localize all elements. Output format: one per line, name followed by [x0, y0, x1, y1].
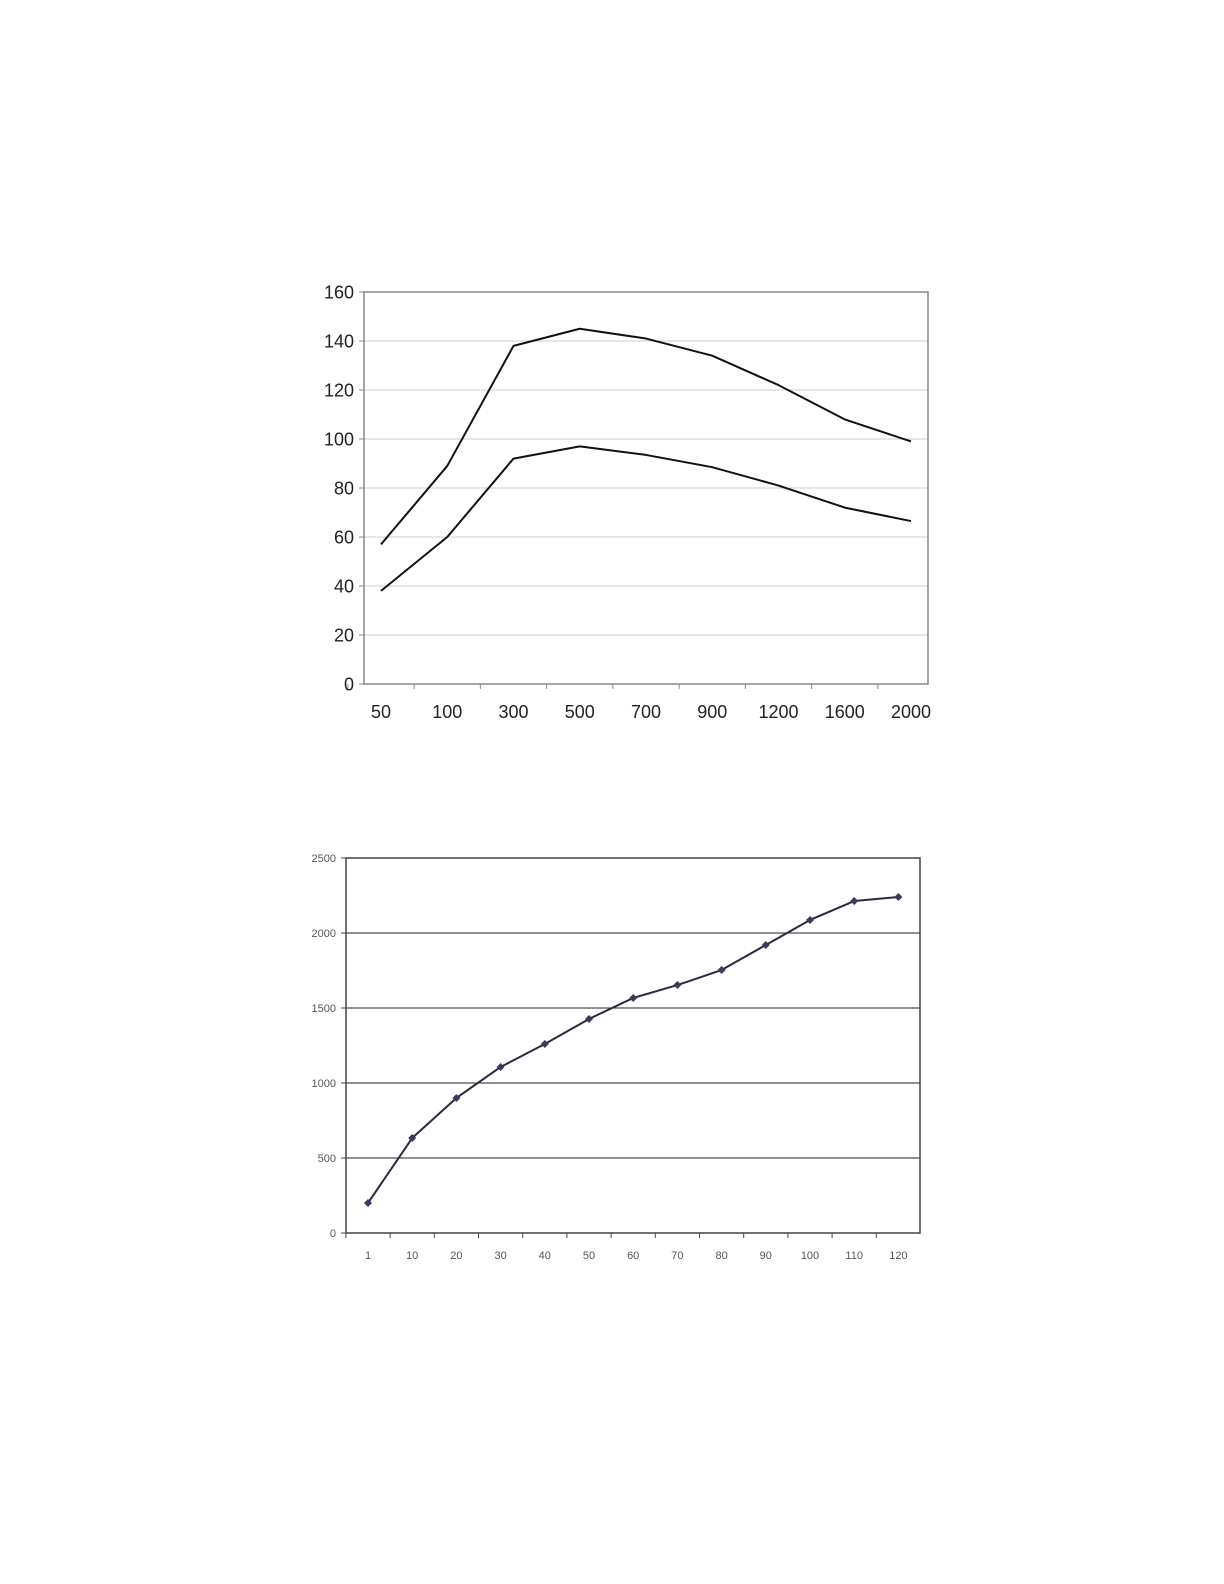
- y-tick-label: 2000: [312, 928, 336, 940]
- series-line-1: [380, 327, 912, 545]
- x-tick-label: 100: [432, 702, 462, 722]
- x-tick-label: 20: [450, 1250, 462, 1262]
- y-tick-label: 160: [324, 282, 354, 302]
- x-tick-label: 30: [494, 1250, 506, 1262]
- data-point: [452, 1094, 461, 1102]
- plot-frame: [363, 291, 929, 685]
- x-tick-label: 300: [498, 702, 528, 722]
- data-point: [496, 1062, 505, 1071]
- x-tick-label: 60: [627, 1250, 639, 1262]
- x-tick-label: 500: [565, 702, 595, 722]
- y-tick-label: 100: [324, 429, 354, 449]
- x-tick-label: 1600: [825, 702, 865, 722]
- y-tick-label: 40: [334, 576, 354, 596]
- data-point: [408, 1134, 417, 1143]
- x-tick-label: 2000: [891, 702, 931, 722]
- data-point: [673, 981, 682, 990]
- y-tick-label: 20: [334, 625, 354, 645]
- x-tick-label: 50: [583, 1250, 595, 1262]
- y-tick-label: 1500: [312, 1003, 336, 1015]
- x-tick-label: 90: [760, 1250, 772, 1262]
- y-tick-label: 500: [318, 1153, 336, 1165]
- x-tick-label: 10: [406, 1250, 418, 1262]
- y-tick-label: 0: [344, 674, 354, 694]
- x-tick-label: 80: [715, 1250, 727, 1262]
- series-line-1: [367, 896, 899, 1204]
- data-point: [894, 893, 903, 901]
- x-tick-label: 40: [539, 1250, 551, 1262]
- x-tick-label: 1200: [758, 702, 798, 722]
- y-tick-label: 140: [324, 331, 354, 351]
- plot-frame: [345, 857, 921, 1234]
- y-tick-label: 0: [330, 1228, 336, 1240]
- data-point: [806, 915, 814, 924]
- data-point: [585, 1014, 593, 1023]
- data-point: [850, 897, 859, 906]
- y-tick-label: 60: [334, 527, 354, 547]
- x-tick-label: 900: [697, 702, 727, 722]
- y-tick-label: 1000: [312, 1078, 336, 1090]
- y-tick-label: 120: [324, 380, 354, 400]
- x-tick-label: 110: [845, 1250, 863, 1262]
- x-tick-label: 700: [631, 702, 661, 722]
- data-point: [540, 1040, 549, 1048]
- x-tick-label: 100: [801, 1250, 819, 1262]
- data-point: [717, 966, 726, 975]
- x-tick-label: 70: [671, 1250, 683, 1262]
- data-point: [364, 1199, 372, 1207]
- series-line-2: [380, 445, 912, 592]
- y-tick-label: 2500: [312, 853, 336, 865]
- x-tick-label: 1: [365, 1250, 371, 1262]
- data-point: [629, 993, 638, 1002]
- x-tick-label: 120: [889, 1250, 907, 1262]
- data-point: [761, 941, 770, 949]
- y-tick-label: 80: [334, 478, 354, 498]
- x-tick-label: 50: [371, 702, 391, 722]
